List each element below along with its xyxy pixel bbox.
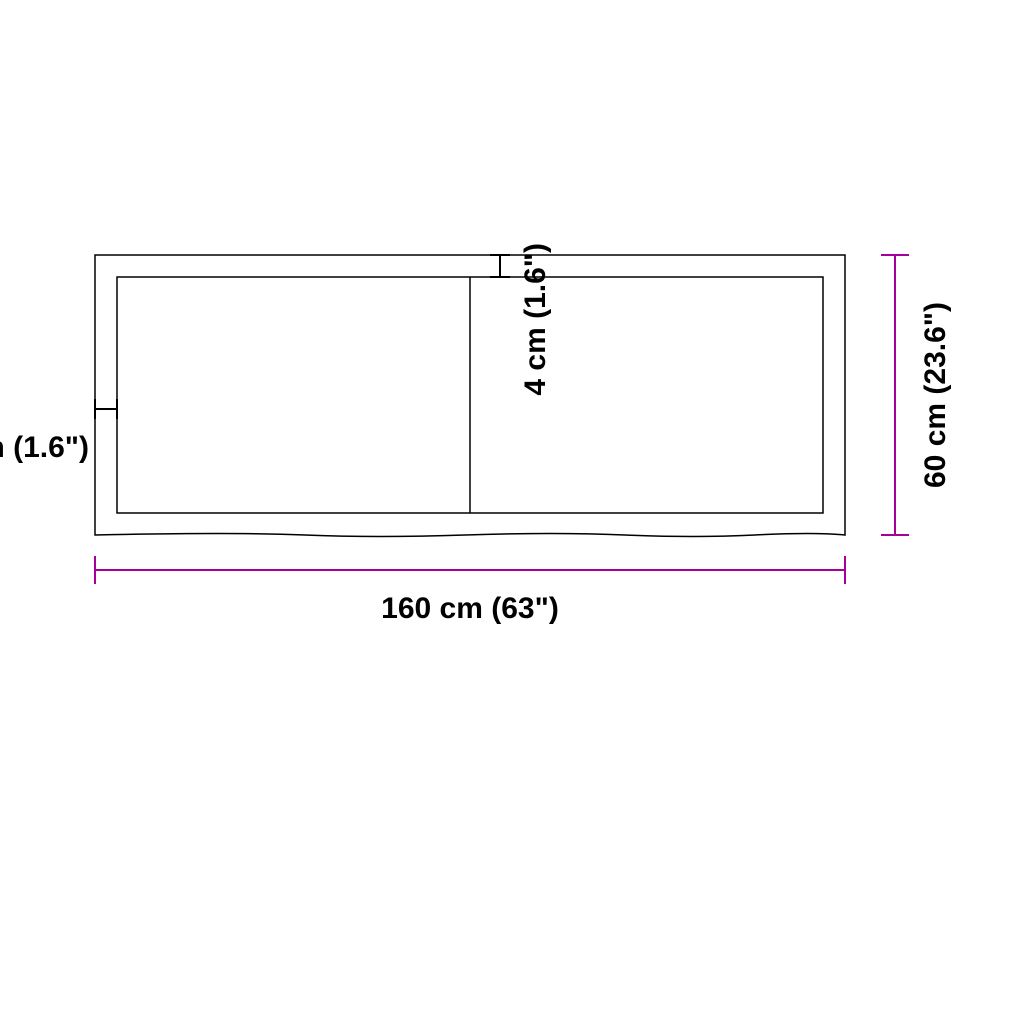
frame-top-label: 4 cm (1.6") <box>519 243 552 396</box>
frame-left-label: 4 cm (1.6") <box>0 431 89 464</box>
height-label: 60 cm (23.6") <box>919 302 952 488</box>
width-label: 160 cm (63") <box>381 592 559 625</box>
